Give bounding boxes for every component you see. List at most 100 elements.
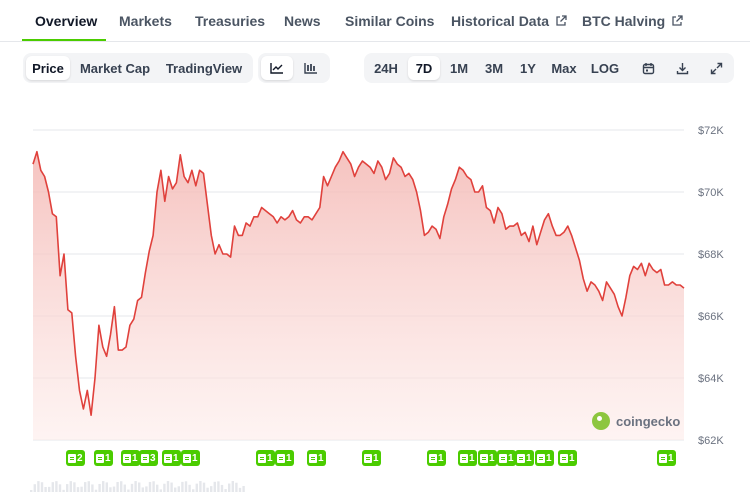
volume-bar (130, 483, 134, 492)
tab-treasuries[interactable]: Treasuries (195, 13, 265, 29)
tab-label: Similar Coins (345, 13, 435, 29)
range-24h[interactable]: 24H (374, 60, 398, 76)
range-1y[interactable]: 1Y (520, 60, 536, 76)
volume-bar (80, 486, 83, 492)
volume-bar (217, 481, 220, 492)
news-marker[interactable]: 2 (66, 450, 85, 466)
news-doc-icon (164, 453, 172, 463)
y-tick-label: $66K (698, 311, 724, 323)
volume-bar (48, 486, 51, 492)
price-chart[interactable]: $72K $70K $68K $66K $64K $62K (0, 110, 750, 492)
price-tab[interactable]: Price (26, 56, 70, 80)
tab-markets[interactable]: Markets (119, 13, 172, 29)
news-marker[interactable]: 1 (162, 450, 181, 466)
calendar-icon (642, 62, 654, 74)
range-7d[interactable]: 7D (408, 56, 440, 80)
tab-similar-coins[interactable]: Similar Coins (345, 13, 434, 29)
price-line[interactable] (32, 150, 685, 416)
tab-label: News (284, 13, 321, 29)
news-doc-icon (460, 453, 468, 463)
news-marker[interactable]: 1 (458, 450, 477, 466)
news-marker-count: 3 (150, 452, 156, 464)
volume-bar (181, 481, 184, 492)
news-marker-count: 1 (132, 452, 138, 464)
news-marker[interactable]: 1 (497, 450, 516, 466)
volume-bar (195, 483, 198, 492)
news-doc-icon (659, 453, 667, 463)
news-doc-icon (68, 453, 76, 463)
volume-bar (98, 483, 101, 492)
tab-news[interactable]: News (284, 13, 321, 29)
coingecko-logo-icon (592, 412, 610, 430)
news-marker[interactable]: 1 (478, 450, 497, 466)
volume-bar (174, 487, 177, 492)
volume-bar (177, 486, 180, 492)
volume-bar (156, 484, 159, 492)
range-1m[interactable]: 1M (449, 60, 469, 76)
volume-bar (192, 489, 195, 492)
news-marker[interactable]: 1 (535, 450, 554, 466)
tab-label: Treasuries (195, 13, 266, 29)
news-marker[interactable]: 1 (275, 450, 294, 466)
news-marker-count: 1 (508, 452, 514, 464)
volume-bar (228, 483, 231, 492)
y-tick-label: $62K (698, 435, 724, 447)
range-3m[interactable]: 3M (484, 60, 504, 76)
news-marker-count: 1 (489, 452, 495, 464)
tab-label: Overview (35, 13, 98, 29)
volume-bar (242, 486, 245, 492)
news-marker-count: 1 (668, 452, 674, 464)
volume-bar (87, 481, 90, 492)
news-marker-count: 1 (267, 452, 273, 464)
tab-btc-halving[interactable]: BTC Halving (582, 13, 683, 29)
news-marker[interactable]: 1 (657, 450, 676, 466)
fullscreen-button[interactable] (702, 56, 730, 80)
news-marker[interactable]: 1 (181, 450, 200, 466)
news-marker[interactable]: 1 (94, 450, 113, 466)
tradingview-tab[interactable]: TradingView (165, 60, 243, 76)
news-marker-count: 1 (192, 452, 198, 464)
market-cap-tab[interactable]: Market Cap (79, 60, 151, 76)
tab-overview[interactable]: Overview (35, 13, 97, 29)
line-view-button[interactable] (261, 56, 293, 80)
active-tab-indicator (22, 39, 106, 41)
volume-bar (55, 481, 58, 492)
news-marker[interactable]: 1 (307, 450, 326, 466)
volume-bar (109, 487, 112, 492)
volume-bar (141, 487, 144, 492)
news-marker[interactable]: 3 (139, 450, 158, 466)
volume-bar (210, 486, 213, 492)
volume-bar (62, 489, 65, 492)
news-marker[interactable]: 1 (515, 450, 534, 466)
external-link-icon (556, 15, 567, 26)
coin-page-nav: Overview Markets Treasuries News Similar… (0, 0, 750, 42)
y-axis: $72K $70K $68K $66K $64K $62K (698, 125, 724, 447)
volume-bar (105, 482, 108, 492)
volume-bar (69, 481, 72, 492)
candlestick-view-button[interactable] (295, 56, 327, 80)
news-doc-icon (183, 453, 191, 463)
volume-bar (58, 484, 62, 492)
view-toggle (258, 53, 330, 83)
news-marker[interactable]: 1 (427, 450, 446, 466)
volume-bar (134, 481, 137, 492)
download-icon (676, 62, 688, 74)
time-range-switcher: 24H 7D 1M 3M 1Y Max LOG (364, 53, 734, 83)
news-doc-icon (517, 453, 525, 463)
date-picker-button[interactable] (634, 56, 662, 80)
news-doc-icon (258, 453, 266, 463)
range-max[interactable]: Max (551, 60, 577, 76)
news-marker[interactable]: 1 (121, 450, 140, 466)
news-marker[interactable]: 1 (256, 450, 275, 466)
volume-bar (202, 482, 206, 492)
news-marker[interactable]: 1 (558, 450, 577, 466)
tab-historical-data[interactable]: Historical Data (451, 13, 567, 29)
range-log[interactable]: LOG (590, 60, 620, 76)
candlestick-icon (304, 63, 317, 74)
volume-bar (238, 487, 242, 492)
volume-bar (148, 481, 152, 492)
news-marker-count: 1 (438, 452, 444, 464)
download-button[interactable] (668, 56, 696, 80)
news-marker[interactable]: 1 (362, 450, 381, 466)
